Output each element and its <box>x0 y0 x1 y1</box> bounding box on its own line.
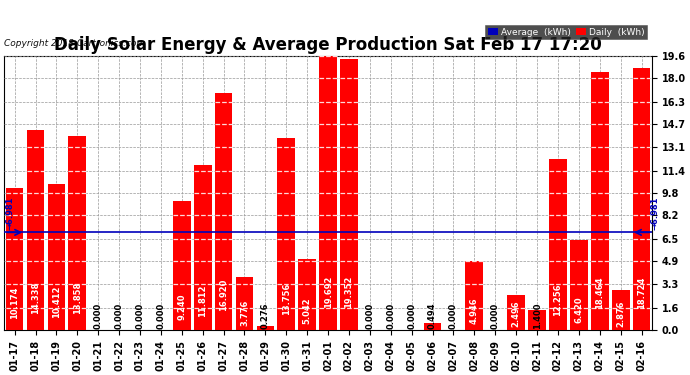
Text: 16.920: 16.920 <box>219 279 228 311</box>
Text: 14.338: 14.338 <box>31 282 40 314</box>
Text: 0.000: 0.000 <box>386 303 395 329</box>
Bar <box>215 93 233 330</box>
Text: 18.464: 18.464 <box>595 277 604 309</box>
Legend: Average  (kWh), Daily  (kWh): Average (kWh), Daily (kWh) <box>485 25 647 39</box>
Text: 3.776: 3.776 <box>240 299 249 326</box>
Bar <box>466 261 483 330</box>
Bar <box>633 68 651 330</box>
Text: 0.000: 0.000 <box>449 303 458 329</box>
Bar <box>507 295 525 330</box>
Text: 4.946: 4.946 <box>470 298 479 324</box>
Text: 1.400: 1.400 <box>533 303 542 329</box>
Bar <box>298 260 316 330</box>
Bar <box>549 159 566 330</box>
Bar <box>48 184 66 330</box>
Text: 10.174: 10.174 <box>10 286 19 319</box>
Text: 9.240: 9.240 <box>177 293 186 320</box>
Text: 19.352: 19.352 <box>344 276 353 308</box>
Bar <box>570 240 588 330</box>
Text: 6.420: 6.420 <box>574 296 583 323</box>
Bar <box>528 310 546 330</box>
Text: 2.876: 2.876 <box>616 300 625 327</box>
Text: 12.256: 12.256 <box>553 284 562 316</box>
Bar <box>591 72 609 330</box>
Text: 0.000: 0.000 <box>94 303 103 329</box>
Text: Copyright 2018 Cartronics.com: Copyright 2018 Cartronics.com <box>4 39 146 48</box>
Text: 5.042: 5.042 <box>303 298 312 324</box>
Text: 10.412: 10.412 <box>52 286 61 318</box>
Text: →6.981: →6.981 <box>6 197 14 230</box>
Text: 11.812: 11.812 <box>198 284 207 317</box>
Bar <box>68 136 86 330</box>
Bar <box>6 188 23 330</box>
Text: 2.496: 2.496 <box>512 301 521 327</box>
Text: 0.494: 0.494 <box>428 303 437 329</box>
Text: 13.756: 13.756 <box>282 282 290 315</box>
Bar <box>340 59 358 330</box>
Text: 0.000: 0.000 <box>157 303 166 329</box>
Text: 0.000: 0.000 <box>135 303 144 329</box>
Bar <box>424 323 442 330</box>
Text: 0.000: 0.000 <box>407 303 416 329</box>
Text: 0.276: 0.276 <box>261 303 270 329</box>
Text: 0.000: 0.000 <box>491 303 500 329</box>
Bar <box>257 326 274 330</box>
Bar <box>235 277 253 330</box>
Bar <box>319 55 337 330</box>
Text: 0.000: 0.000 <box>366 303 375 329</box>
Bar <box>277 138 295 330</box>
Bar <box>194 165 212 330</box>
Bar <box>27 129 44 330</box>
Text: 19.692: 19.692 <box>324 276 333 308</box>
Bar <box>173 201 190 330</box>
Text: 18.724: 18.724 <box>637 277 646 309</box>
Bar <box>612 290 629 330</box>
Text: 0.000: 0.000 <box>115 303 124 329</box>
Text: 13.858: 13.858 <box>73 282 82 315</box>
Text: →6.981: →6.981 <box>651 197 660 230</box>
Title: Daily Solar Energy & Average Production Sat Feb 17 17:20: Daily Solar Energy & Average Production … <box>55 36 602 54</box>
